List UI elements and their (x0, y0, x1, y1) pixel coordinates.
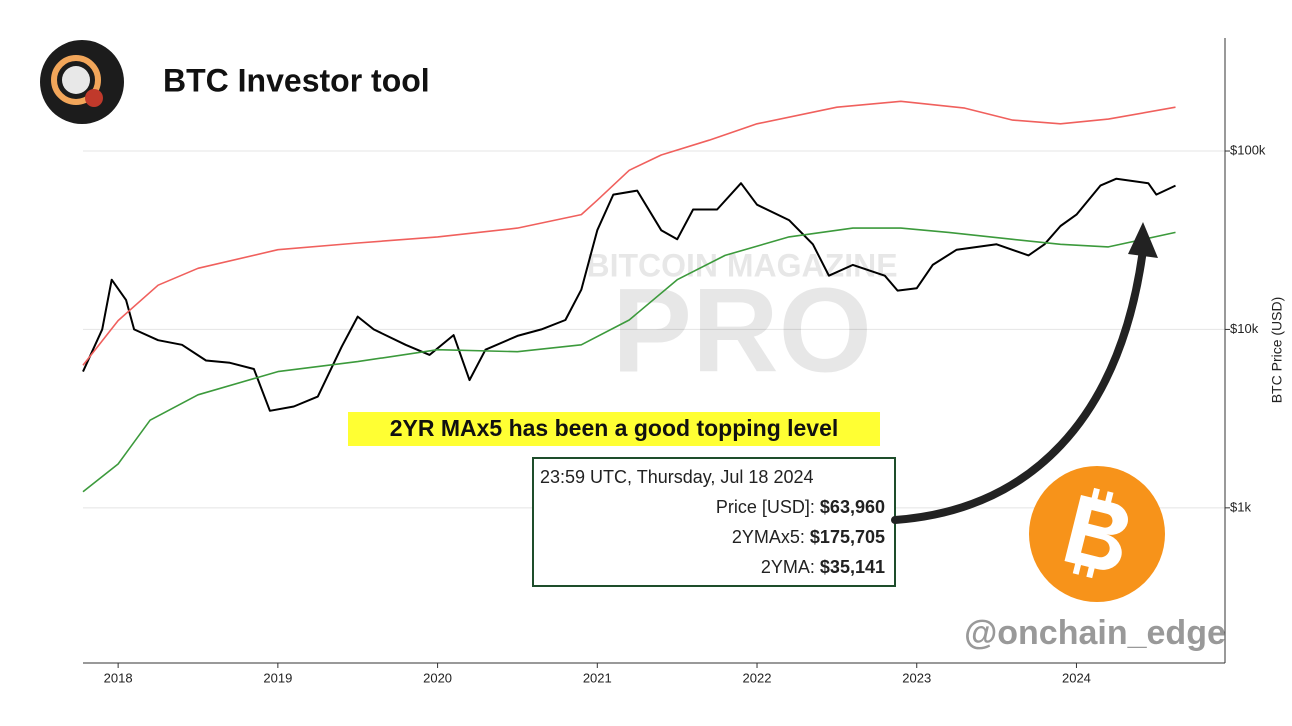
tooltip-label: 2YMAx5: (732, 527, 805, 547)
arrow (891, 222, 1158, 524)
x-tick-label: 2024 (1062, 670, 1091, 685)
annotation-highlight (348, 412, 880, 446)
tooltip-value: $175,705 (810, 527, 885, 547)
x-tick-label: 2022 (743, 670, 772, 685)
y-tick-label: $100k (1230, 142, 1266, 157)
series-line (82, 227, 1176, 493)
y-tick-label: $1k (1230, 499, 1251, 514)
series-line (82, 177, 1176, 412)
chart-title: BTC Investor tool (163, 62, 430, 98)
tooltip-label: 2YMA: (761, 557, 815, 577)
logo (40, 40, 124, 124)
tooltip-label: Price [USD]: (716, 497, 815, 517)
annotation: 2YR MAx5 has been a good topping level (390, 415, 839, 441)
x-tick-label: 2019 (263, 670, 292, 685)
tooltip-date: 23:59 UTC, Thursday, Jul 18 2024 (540, 467, 814, 487)
handle: @onchain_edge (964, 614, 1226, 652)
watermark: BITCOIN MAGAZINE PRO (586, 247, 897, 397)
x-tick-label: 2018 (104, 670, 133, 685)
tooltip-row: 2YMAx5: $175,705 (732, 527, 885, 547)
bitcoin-logo (1029, 466, 1165, 602)
watermark-text: PRO (612, 264, 872, 398)
tooltip-row: Price [USD]: $63,960 (716, 497, 885, 517)
y-axis-label: BTC Price (USD) (1269, 297, 1285, 404)
x-tick-label: 2023 (902, 670, 931, 685)
x-tick-label: 2020 (423, 670, 452, 685)
series-line (82, 100, 1176, 366)
tooltip-row: 2YMA: $35,141 (761, 557, 885, 577)
tooltip: 23:59 UTC, Thursday, Jul 18 2024 Price [… (532, 457, 896, 587)
tooltip-value: $35,141 (820, 557, 885, 577)
y-tick-label: $10k (1230, 321, 1259, 336)
x-tick-label: 2021 (583, 670, 612, 685)
watermark-text: BITCOIN MAGAZINE (586, 247, 897, 283)
plot (82, 100, 1176, 493)
tooltip-value: $63,960 (820, 497, 885, 517)
